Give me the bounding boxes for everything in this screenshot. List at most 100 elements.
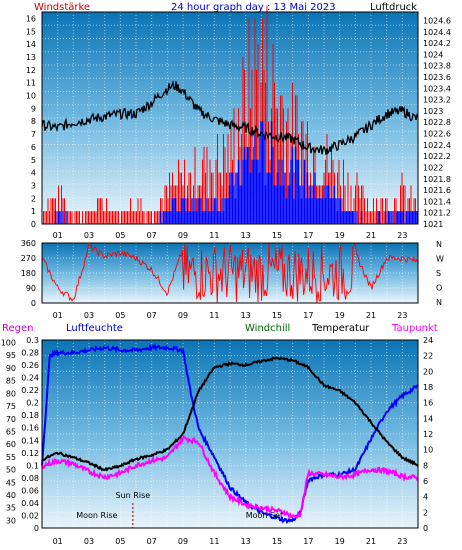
left-tick-label: 4: [31, 169, 36, 178]
x-tick-label: 23: [397, 537, 407, 546]
rain-tick-label: 0.28: [21, 349, 39, 358]
x-tick-label: 13: [241, 231, 251, 240]
right-tick-label: 1022: [423, 163, 443, 172]
x-tick-label: 19: [335, 231, 345, 240]
right-tick-label: 1021.6: [423, 186, 451, 195]
axes-layer: 01234567891011121314151610211021.21021.4…: [1, 11, 451, 546]
humidity-tick-label: 90: [6, 364, 16, 373]
windchill-legend: Windchill: [245, 323, 290, 334]
left-tick-label: 10: [26, 92, 36, 101]
right-tick-label: 1021.8: [423, 175, 451, 184]
right-tick-label: 1021.4: [423, 197, 451, 206]
rain-tick-label: 0.24: [21, 374, 39, 383]
rain-tick-label: 0.02: [21, 511, 39, 520]
left-axis-title: Windstärke: [34, 2, 90, 13]
temperature-tick-label: 14: [423, 414, 433, 423]
rain-tick-label: 0.06: [21, 486, 39, 495]
humidity-tick-label: 85: [6, 377, 16, 386]
rain-tick-label: 0.18: [21, 411, 39, 420]
right-tick-label: 1021.2: [423, 209, 451, 218]
pressure-line: [41, 80, 419, 155]
rain-tick-label: 0.04: [21, 499, 39, 508]
temperature-tick-label: 0: [423, 524, 428, 533]
humidity-tick-label: 45: [6, 478, 16, 487]
left-tick-label: 11: [26, 79, 36, 88]
right-axis-title: Luftdruck: [370, 2, 417, 13]
x-tick-label: 17: [303, 537, 313, 546]
panel-border: [41, 11, 419, 225]
x-tick-label: 21: [366, 537, 376, 546]
humidity-tick-label: 80: [6, 389, 16, 398]
x-tick-label: 23: [397, 231, 407, 240]
left-tick-label: 13: [26, 53, 36, 62]
temperature-tick-label: 24: [423, 336, 433, 345]
astro-annotation: Moon Rise: [76, 511, 117, 520]
left-tick-label: 16: [26, 14, 36, 23]
x-tick-label: 13: [241, 537, 251, 546]
series-lines-layer: [41, 80, 419, 524]
x-tick-label: 07: [147, 231, 157, 240]
rain-tick-label: 0.2: [26, 399, 39, 408]
direction-tick-label: 270: [21, 254, 36, 263]
left-tick-label: 0: [31, 220, 36, 229]
dewpoint-legend: Taupunkt: [391, 323, 438, 334]
left-tick-label: 12: [26, 66, 36, 75]
right-tick-label: 1023.2: [423, 96, 451, 105]
panel-border: [41, 339, 419, 529]
humidity-axis-title: Luftfeuchte: [66, 323, 123, 334]
right-tick-label: 1022.8: [423, 118, 451, 127]
humidity-tick-label: 55: [6, 453, 16, 462]
x-tick-label: 21: [366, 311, 376, 320]
rain-tick-label: 0.12: [21, 449, 39, 458]
temperature-tick-label: 16: [423, 399, 433, 408]
astro-annotation: Sun Rise: [116, 491, 151, 500]
rain-tick-label: 0.14: [21, 436, 39, 445]
left-tick-label: 1: [31, 207, 36, 216]
x-tick-label: 07: [147, 537, 157, 546]
right-tick-label: 1023.6: [423, 73, 451, 82]
x-tick-label: 19: [335, 311, 345, 320]
humidity-tick-label: 40: [6, 491, 16, 500]
chart-title: 24 hour graph day : 13 Mai 2023: [171, 2, 336, 13]
x-tick-label: 03: [84, 537, 94, 546]
humidity-tick-label: 30: [6, 516, 16, 525]
compass-label: S: [436, 269, 441, 278]
x-tick-label: 05: [115, 537, 125, 546]
x-tick-label: 11: [209, 231, 219, 240]
rain-tick-label: 0.22: [21, 386, 39, 395]
rain-tick-label: 0.26: [21, 361, 39, 370]
rain-tick-label: 0.1: [26, 461, 39, 470]
direction-tick-label: 90: [26, 284, 36, 293]
right-tick-label: 1021: [423, 220, 443, 229]
temperature-tick-label: 18: [423, 383, 433, 392]
x-tick-label: 03: [84, 311, 94, 320]
x-tick-label: 11: [209, 311, 219, 320]
left-tick-label: 7: [31, 130, 36, 139]
left-tick-label: 6: [31, 143, 36, 152]
left-tick-label: 9: [31, 104, 36, 113]
right-tick-label: 1022.2: [423, 152, 451, 161]
temperature-legend: Temperatur: [311, 323, 370, 334]
x-tick-label: 03: [84, 231, 94, 240]
wind-direction-line: [41, 242, 418, 303]
x-tick-label: 01: [53, 537, 63, 546]
wind-bars-layer: [41, 5, 418, 224]
x-tick-label: 13: [241, 311, 251, 320]
temperature-line: [41, 356, 419, 472]
right-tick-label: 1024.4: [423, 28, 451, 37]
humidity-tick-label: 100: [1, 339, 16, 348]
humidity-tick-label: 50: [6, 466, 16, 475]
x-tick-label: 07: [147, 311, 157, 320]
x-tick-label: 17: [303, 311, 313, 320]
rain-tick-label: 0.16: [21, 424, 39, 433]
x-tick-label: 01: [53, 231, 63, 240]
x-tick-label: 15: [272, 537, 282, 546]
astro-annotation: Moon Set: [246, 511, 283, 520]
x-tick-label: 05: [115, 231, 125, 240]
temperature-tick-label: 4: [423, 493, 428, 502]
humidity-tick-label: 70: [6, 415, 16, 424]
x-tick-label: 21: [366, 231, 376, 240]
right-tick-label: 1022.6: [423, 130, 451, 139]
x-tick-label: 15: [272, 231, 282, 240]
